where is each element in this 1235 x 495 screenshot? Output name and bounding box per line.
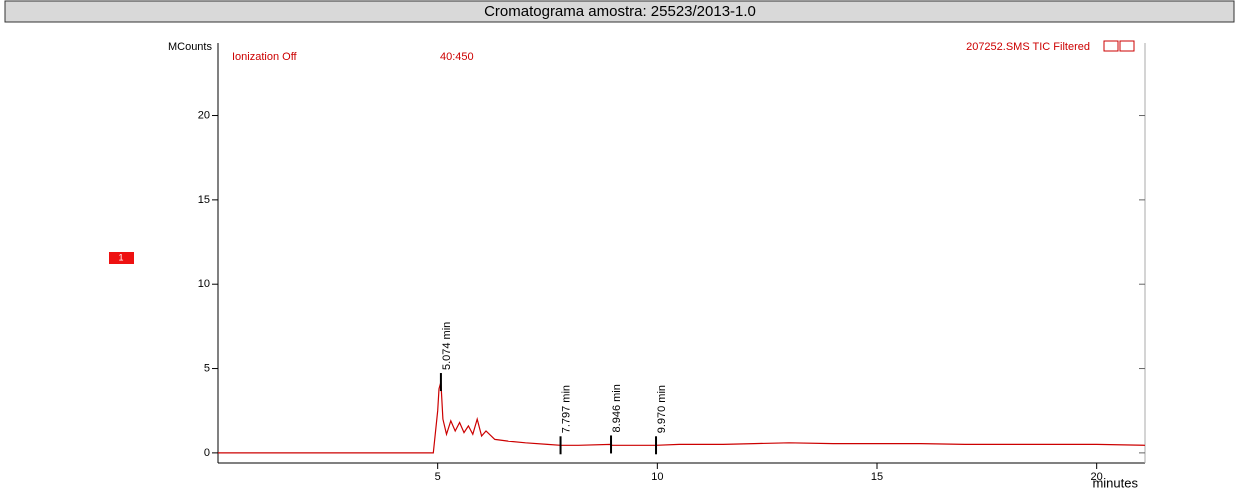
- y-tick-label: 5: [204, 362, 210, 374]
- y-axis-label: MCounts: [168, 41, 213, 53]
- y-tick-label: 10: [198, 278, 210, 290]
- chart-title: Cromatograma amostra: 25523/2013-1.0: [484, 3, 756, 20]
- annotation: 207252.SMS TIC Filtered: [966, 41, 1090, 53]
- trace-badge: [109, 252, 134, 264]
- x-tick-label: 20: [1091, 471, 1103, 483]
- icon: [1119, 40, 1135, 52]
- annotation: Ionization Off: [232, 51, 298, 63]
- peak-label: 9.970 min: [656, 385, 668, 433]
- title-bar: [4, 0, 1235, 23]
- peak-label: 5.074 min: [441, 322, 453, 370]
- icon: [1103, 40, 1119, 52]
- x-tick-label: 15: [871, 471, 883, 483]
- annotation: 40:450: [440, 51, 474, 63]
- y-tick-label: 0: [204, 447, 210, 459]
- x-tick-label: 10: [651, 471, 663, 483]
- peak-label: 7.797 min: [560, 385, 572, 433]
- y-tick-label: 20: [198, 109, 210, 121]
- annotation: 1: [118, 252, 123, 262]
- x-axis-label: minutes: [1092, 475, 1138, 490]
- x-tick-label: 5: [435, 471, 441, 483]
- trace-line: [218, 381, 1146, 454]
- y-tick-label: 15: [198, 194, 210, 206]
- peak-label: 8.946 min: [611, 384, 623, 432]
